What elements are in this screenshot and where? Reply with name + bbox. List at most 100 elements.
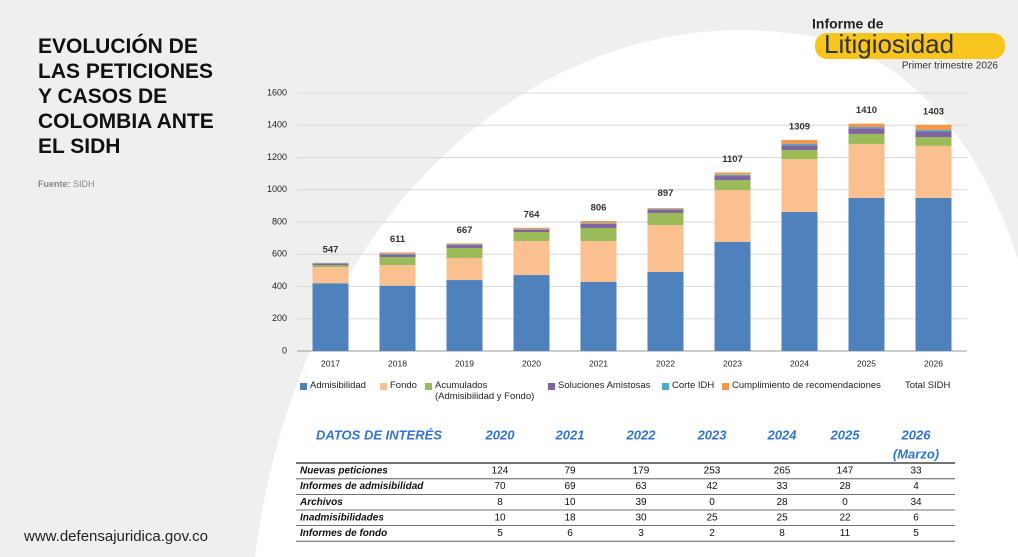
bar-segment bbox=[781, 212, 818, 351]
bar-segment bbox=[312, 267, 349, 284]
total-label: 667 bbox=[457, 225, 473, 236]
table-cell: 8 bbox=[497, 497, 503, 508]
bar-segment bbox=[848, 128, 885, 134]
legend-swatch bbox=[548, 383, 555, 390]
bar-segment bbox=[513, 227, 550, 230]
bar-segment bbox=[714, 176, 751, 181]
bar-segment bbox=[714, 174, 751, 177]
table-column: 2020 bbox=[485, 427, 516, 442]
bar-segment bbox=[513, 241, 550, 276]
table-cell: 79 bbox=[564, 466, 576, 477]
bar-segment bbox=[915, 124, 952, 130]
legend-swatch bbox=[662, 383, 669, 390]
table-cell: 33 bbox=[776, 481, 788, 492]
legend-label: Soluciones Amistosas bbox=[558, 380, 651, 391]
table-column: 2026 bbox=[901, 427, 932, 442]
total-label: 1410 bbox=[856, 105, 877, 116]
table-cell: 3 bbox=[638, 528, 644, 539]
table-cell: 34 bbox=[910, 497, 922, 508]
bar-segment bbox=[848, 127, 885, 129]
bar-segment bbox=[580, 223, 617, 224]
bar-segment bbox=[915, 129, 952, 132]
table-column-note: (Marzo) bbox=[893, 446, 939, 461]
logo-band bbox=[815, 33, 1005, 59]
bar-segment bbox=[513, 229, 550, 230]
bar-segment bbox=[714, 241, 751, 351]
table-row-label: Nuevas peticiones bbox=[300, 466, 388, 477]
table-cell: 8 bbox=[779, 528, 785, 539]
background-shape bbox=[255, 30, 1018, 557]
bar-segment bbox=[848, 197, 885, 351]
bar-segment bbox=[513, 229, 550, 232]
legend-item: Acumulados (Admisibilidad y Fondo) bbox=[425, 380, 547, 402]
legend-swatch bbox=[380, 383, 387, 390]
bar-segment bbox=[915, 197, 952, 351]
total-label: 806 bbox=[591, 203, 607, 214]
x-tick-label: 2021 bbox=[589, 358, 608, 368]
table-cell: 28 bbox=[839, 481, 851, 492]
y-tick-label: 600 bbox=[272, 249, 287, 259]
title-line: EVOLUCIÓN DE bbox=[38, 35, 198, 58]
table-cell: 69 bbox=[564, 481, 576, 492]
table-cell: 63 bbox=[635, 481, 647, 492]
bar-segment bbox=[647, 207, 684, 209]
bar-segment bbox=[379, 265, 416, 286]
table-cell: 5 bbox=[913, 528, 919, 539]
title-line: COLOMBIA ANTE bbox=[38, 110, 214, 133]
bar-segment bbox=[580, 223, 617, 228]
bar-segment bbox=[781, 145, 818, 151]
x-tick-label: 2024 bbox=[790, 358, 809, 368]
title-line: Y CASOS DE bbox=[38, 85, 168, 108]
table-row-label: Archivos bbox=[299, 497, 343, 508]
bar-segment bbox=[379, 253, 416, 255]
bar-segment bbox=[379, 256, 416, 266]
bar-segment bbox=[714, 180, 751, 191]
legend-label: Total SIDH bbox=[905, 380, 951, 391]
legend-swatch bbox=[425, 383, 432, 390]
legend-item: Cumplimiento de recomendaciones bbox=[722, 380, 881, 391]
logo-line3: Primer trimestre 2026 bbox=[902, 61, 999, 72]
y-tick-label: 1600 bbox=[267, 87, 287, 97]
table-title: DATOS DE INTERÉS bbox=[316, 427, 442, 442]
y-tick-label: 1400 bbox=[267, 120, 287, 130]
table-column: 2023 bbox=[697, 427, 728, 442]
total-label: 764 bbox=[524, 209, 541, 220]
table-row-label: Informes de admisibilidad bbox=[300, 481, 424, 492]
total-label: 611 bbox=[390, 234, 406, 245]
bar-segment bbox=[915, 137, 952, 146]
website: www.defensajuridica.gov.co bbox=[24, 528, 208, 545]
table-cell: 25 bbox=[706, 512, 718, 523]
table-cell: 6 bbox=[913, 512, 919, 523]
table-cell: 265 bbox=[774, 466, 791, 477]
table-cell: 2 bbox=[709, 528, 715, 539]
title-line: LAS PETICIONES bbox=[38, 60, 214, 83]
table-cell: 33 bbox=[910, 466, 922, 477]
y-tick-label: 400 bbox=[272, 281, 287, 291]
bar-segment bbox=[379, 254, 416, 257]
table-cell: 22 bbox=[839, 512, 851, 523]
bar-segment bbox=[513, 275, 550, 351]
bar-segment bbox=[915, 145, 952, 198]
table-column: 2021 bbox=[555, 427, 585, 442]
bar-segment bbox=[781, 150, 818, 160]
source: Fuente: SIDH bbox=[38, 179, 95, 189]
bar-segment bbox=[446, 257, 483, 281]
bar-segment bbox=[379, 252, 416, 254]
legend-label: Admisibilidad bbox=[310, 380, 366, 391]
legend-swatch bbox=[300, 383, 307, 390]
bar-segment bbox=[647, 208, 684, 210]
table-cell: 70 bbox=[494, 481, 506, 492]
table-cell: 0 bbox=[709, 497, 715, 508]
legend-label: Cumplimiento de recomendaciones bbox=[732, 380, 881, 391]
table-cell: 25 bbox=[776, 512, 788, 523]
legend-item: Fondo bbox=[380, 380, 417, 391]
table-cell: 6 bbox=[567, 528, 573, 539]
table-cell: 253 bbox=[704, 466, 721, 477]
bar-segment bbox=[848, 123, 885, 128]
x-tick-label: 2022 bbox=[656, 358, 675, 368]
table-cell: 5 bbox=[497, 528, 503, 539]
table-cell: 147 bbox=[837, 466, 854, 477]
bar-segment bbox=[312, 283, 349, 351]
bar-segment bbox=[580, 221, 617, 224]
